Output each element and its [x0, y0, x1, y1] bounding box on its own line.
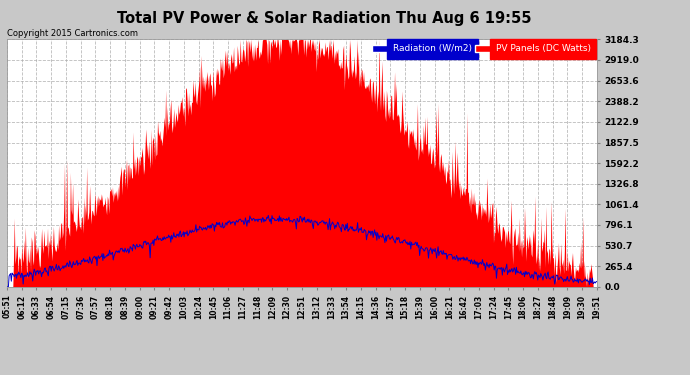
Legend: Radiation (W/m2), PV Panels (DC Watts): Radiation (W/m2), PV Panels (DC Watts)	[371, 43, 592, 55]
Text: Copyright 2015 Cartronics.com: Copyright 2015 Cartronics.com	[8, 29, 139, 38]
Text: Total PV Power & Solar Radiation Thu Aug 6 19:55: Total PV Power & Solar Radiation Thu Aug…	[117, 11, 531, 26]
